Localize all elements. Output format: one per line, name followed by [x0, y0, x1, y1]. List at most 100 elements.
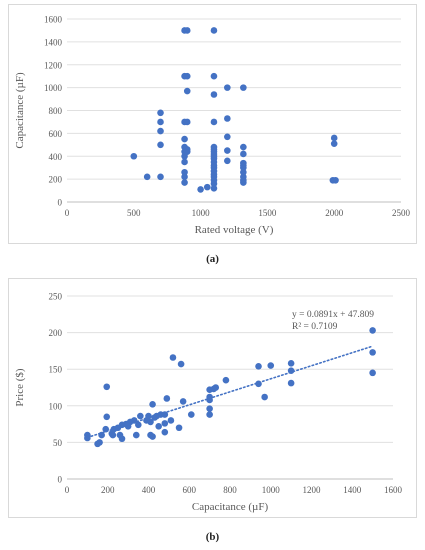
data-point	[210, 118, 218, 126]
y-tick-label: 1600	[44, 15, 63, 25]
data-point	[197, 186, 204, 193]
data-point	[210, 91, 218, 98]
x-tick-label: 500	[127, 208, 141, 218]
data-point	[210, 180, 218, 187]
data-point	[147, 418, 154, 426]
data-point	[157, 127, 164, 135]
data-point	[118, 435, 126, 443]
data-point	[240, 168, 247, 176]
data-point	[181, 168, 188, 176]
y-tick-label: 150	[49, 365, 63, 375]
data-point	[149, 433, 156, 440]
data-point	[369, 369, 376, 377]
data-point	[330, 140, 338, 147]
chart-frame-b: 0 50 100 150 200 250 0 200 400 600 800 1000 1200 1400…	[8, 278, 417, 518]
data-point	[240, 150, 247, 158]
chart-panel-b: 0 50 100 150 200 250 0 200 400 600 800 1000 1200 1400…	[0, 278, 425, 548]
data-point	[183, 72, 191, 80]
data-point	[161, 428, 169, 436]
x-tick-label: 0	[65, 208, 70, 218]
y-tick-label: 1000	[44, 83, 63, 93]
data-point	[183, 27, 191, 34]
chart-frame-a: 0 200 400 600 800 1000 1200 1400 1600 0 500 1000 150…	[8, 4, 417, 244]
y-tick-label: 0	[58, 198, 63, 208]
data-point	[287, 360, 295, 367]
x-tick-label: 600	[183, 485, 197, 495]
data-point	[157, 118, 164, 126]
y-tick-label: 400	[49, 152, 63, 162]
trendline-equation: y = 0.0891x + 47.809	[292, 310, 374, 320]
data-point	[181, 173, 188, 181]
data-point	[255, 380, 262, 388]
y-tick-label: 200	[49, 175, 63, 185]
y-tick-label: 1400	[44, 37, 63, 47]
data-point	[183, 87, 191, 95]
scatter-chart-b: 0 50 100 150 200 250 0 200 400 600 800 1000 1200 1400…	[14, 292, 403, 514]
data-point	[255, 362, 262, 370]
data-point	[179, 398, 187, 405]
data-point	[175, 424, 183, 432]
data-point	[109, 431, 117, 439]
data-point	[224, 84, 231, 91]
y-tick-label: 1200	[44, 60, 63, 70]
data-point	[287, 379, 295, 387]
data-point	[224, 115, 231, 122]
data-point	[157, 173, 164, 181]
data-point	[102, 425, 110, 433]
x-tick-label: 2500	[392, 208, 411, 218]
data-point	[332, 176, 339, 184]
y-tick-label: 800	[49, 106, 63, 116]
data-point	[224, 147, 231, 154]
data-point	[187, 411, 195, 418]
data-point	[181, 158, 188, 166]
data-point	[130, 152, 138, 160]
x-axis-title: Rated voltage (V)	[195, 224, 274, 236]
y-axis-title: Price ($)	[14, 368, 26, 407]
data-point	[181, 152, 188, 160]
y-tick-label: 200	[49, 328, 63, 338]
data-point	[240, 143, 247, 151]
x-tick-label: 1200	[303, 485, 322, 495]
data-point	[130, 417, 138, 424]
x-tick-label: 800	[223, 485, 237, 495]
x-tick-label: 0	[65, 485, 70, 495]
y-tick-label: 50	[53, 438, 63, 448]
data-point	[369, 327, 376, 334]
x-axis-title: Capacitance (µF)	[192, 501, 269, 513]
data-point	[224, 157, 231, 165]
data-point	[157, 141, 164, 149]
data-point	[206, 411, 213, 418]
data-point	[98, 431, 105, 439]
data-point	[267, 362, 275, 369]
data-point	[287, 367, 295, 374]
data-point	[161, 411, 169, 418]
data-point	[157, 109, 164, 117]
data-point	[177, 360, 185, 368]
data-point	[224, 133, 231, 141]
data-point	[143, 173, 151, 181]
data-point	[181, 179, 188, 186]
x-tick-label: 1000	[192, 208, 211, 218]
data-point	[222, 376, 230, 384]
data-point	[149, 401, 156, 408]
scatter-chart-a: 0 200 400 600 800 1000 1200 1400 1600 0 500 1000 150…	[14, 15, 411, 237]
data-point	[137, 412, 144, 420]
data-point	[96, 439, 103, 446]
data-point	[240, 84, 247, 91]
data-point	[135, 421, 142, 429]
chart-panel-a: 0 200 400 600 800 1000 1200 1400 1600 0 500 1000 150…	[0, 0, 425, 270]
x-tick-label: 1500	[258, 208, 277, 218]
y-axis-title: Capacitance (µF)	[14, 72, 26, 149]
y-tick-label: 250	[49, 292, 63, 302]
x-tick-label: 200	[101, 485, 115, 495]
data-point	[206, 405, 213, 413]
data-point	[163, 395, 171, 402]
data-point	[330, 134, 338, 142]
data-point	[240, 179, 247, 186]
data-point	[161, 420, 169, 427]
caption-a: (a)	[206, 253, 219, 265]
data-point	[210, 184, 218, 192]
x-tick-label: 1600	[384, 485, 403, 495]
data-point	[169, 354, 177, 361]
caption-b: (b)	[205, 531, 220, 543]
